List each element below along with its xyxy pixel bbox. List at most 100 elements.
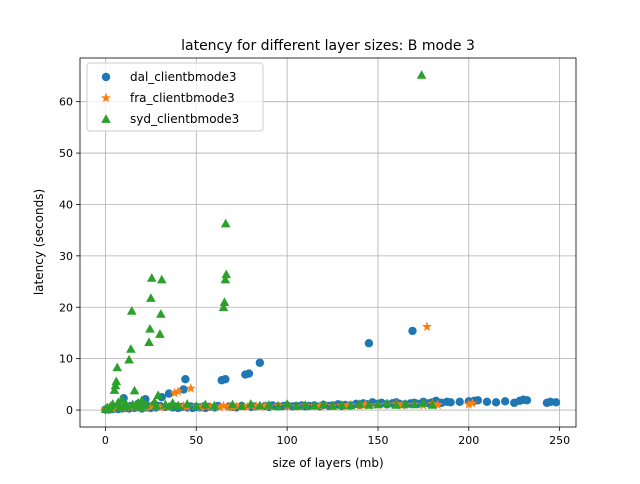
data-point <box>409 399 420 409</box>
data-point <box>146 273 157 282</box>
data-point <box>282 399 292 408</box>
data-point <box>227 399 238 409</box>
data-point <box>244 369 254 378</box>
data-point <box>218 302 229 312</box>
data-point <box>314 401 325 411</box>
data-point <box>220 274 231 284</box>
data-point <box>416 70 427 79</box>
data-point <box>153 390 163 399</box>
data-point <box>219 297 230 306</box>
data-point <box>336 400 347 409</box>
data-point <box>446 398 455 407</box>
data-point <box>220 218 231 228</box>
data-point <box>264 400 274 409</box>
x-axis-label: size of layers (mb) <box>272 456 383 470</box>
legend-label: syd_clientbmode3 <box>130 112 239 126</box>
data-point <box>221 269 232 279</box>
data-point <box>146 293 156 302</box>
data-point <box>218 400 229 411</box>
data-point <box>342 401 353 411</box>
y-tick-label: 20 <box>59 301 73 314</box>
data-point <box>126 344 136 353</box>
data-point <box>273 401 283 411</box>
data-point <box>373 399 383 409</box>
data-point <box>345 400 356 410</box>
data-point <box>300 400 311 409</box>
data-point <box>364 339 374 348</box>
data-point <box>236 401 247 410</box>
data-point <box>491 398 501 407</box>
data-point <box>422 321 432 331</box>
data-point <box>327 401 338 410</box>
data-points <box>100 70 561 414</box>
data-point <box>109 385 120 394</box>
y-tick-label: 10 <box>59 353 73 366</box>
y-axis-label: latency (seconds) <box>32 189 46 295</box>
data-point <box>182 399 192 408</box>
data-point <box>400 399 411 408</box>
y-tick-label: 0 <box>66 404 73 417</box>
data-point <box>522 396 532 405</box>
legend-box <box>86 62 264 132</box>
data-point <box>179 385 188 394</box>
data-point <box>231 401 242 411</box>
data-point <box>382 398 392 408</box>
data-point <box>124 354 134 364</box>
data-point <box>455 397 464 407</box>
data-point <box>391 400 401 409</box>
data-point <box>167 398 178 407</box>
data-point <box>291 401 302 410</box>
data-point <box>205 401 216 412</box>
x-tick-label: 50 <box>189 434 203 447</box>
data-point <box>467 398 478 408</box>
data-point <box>156 274 167 284</box>
x-tick-label: 100 <box>277 434 298 447</box>
legend: dal_clientbmode3 fra_clientbmode3 syd_clie… <box>86 62 264 132</box>
y-tick-label: 60 <box>59 96 73 109</box>
data-point <box>245 399 256 408</box>
x-tick-label: 0 <box>102 434 109 447</box>
legend-marker <box>101 72 111 82</box>
data-point <box>255 358 265 367</box>
x-tick-label: 250 <box>549 434 570 447</box>
y-tick-label: 50 <box>59 147 73 160</box>
data-point <box>173 386 184 396</box>
data-point <box>354 399 365 408</box>
data-point <box>144 337 154 347</box>
data-point <box>169 387 180 398</box>
data-point <box>155 329 165 338</box>
grid-lines <box>80 58 576 427</box>
data-point <box>463 399 474 409</box>
x-axis: 0 50 100 150 200 250 <box>102 427 570 447</box>
y-tick-label: 30 <box>59 250 73 263</box>
data-point <box>140 399 151 408</box>
y-axis: 0 10 20 30 40 50 60 <box>59 96 80 417</box>
legend-entries: dal_clientbmode3 fra_clientbmode3 syd_clie… <box>101 70 239 126</box>
data-point <box>112 362 123 372</box>
chart-title: latency for different layer sizes: B mod… <box>181 38 475 54</box>
y-tick-label: 40 <box>59 198 73 211</box>
data-point <box>214 402 225 412</box>
data-point <box>318 399 329 409</box>
data-point <box>111 376 122 386</box>
legend-label: fra_clientbmode3 <box>130 91 235 105</box>
data-point <box>156 309 166 318</box>
data-point <box>181 375 190 384</box>
data-point <box>126 306 137 315</box>
data-point <box>427 400 438 409</box>
data-point <box>418 398 429 407</box>
x-tick-label: 150 <box>367 434 388 447</box>
data-point <box>173 400 183 410</box>
plot-area-frame <box>79 57 577 428</box>
data-point <box>255 400 265 410</box>
series-syd_clientbmode3 <box>100 70 438 413</box>
data-point <box>200 399 211 409</box>
data-point <box>408 326 417 336</box>
legend-marker <box>101 92 111 103</box>
data-point <box>482 397 492 407</box>
data-point <box>309 400 320 410</box>
data-point <box>145 401 156 412</box>
data-point <box>145 324 155 333</box>
data-point <box>364 400 374 409</box>
